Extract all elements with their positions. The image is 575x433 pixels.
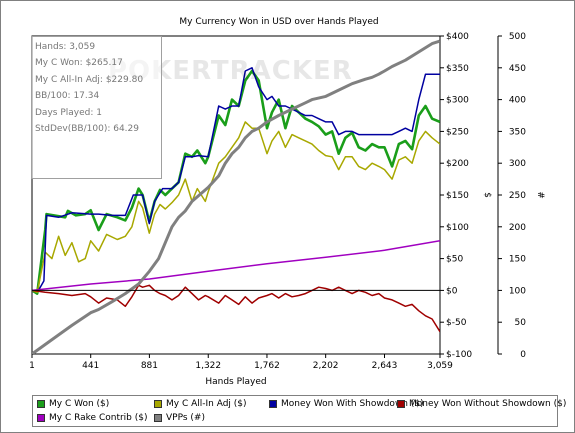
legend-item-money-won-with-showdown[interactable]: Money Won With Showdown ($) <box>269 399 424 409</box>
legend-label: My C Won ($) <box>49 399 110 409</box>
series-layer <box>32 39 440 354</box>
y-axis-count: 0 50 100 150 200 250 300 350 400 450 500 <box>497 32 527 360</box>
legend-label: VPPs (#) <box>166 413 205 423</box>
y-count-tick-label: 100 <box>509 286 526 296</box>
y-dollar-tick-label: $350 <box>446 64 469 74</box>
y-axis-dollar: $-100 $-50 $0 $50 $100 $150 $200 $250 $300 $350 $4… <box>440 32 472 360</box>
legend-item-my-c-rake-contrib[interactable]: My C Rake Contrib ($) <box>37 413 148 423</box>
legend-item-vpps[interactable]: VPPs (#) <box>154 413 205 423</box>
stat-won: My C Won: $265.17 <box>35 58 123 69</box>
stat-stddev: StdDev(BB/100): 64.29 <box>35 124 139 135</box>
x-tick-label: 1,322 <box>195 361 221 371</box>
series-line-4 <box>32 240 440 292</box>
y-dollar-tick-label: $-50 <box>446 318 467 328</box>
y-count-tick-label: 350 <box>509 127 526 137</box>
x-tick-label: 3,059 <box>427 361 453 371</box>
y-dollar-tick-label: $150 <box>446 191 469 201</box>
legend-item-my-c-won[interactable]: My C Won ($) <box>37 399 109 409</box>
x-axis-label: Hands Played <box>205 377 266 387</box>
y-count-tick-label: 250 <box>509 191 526 201</box>
legend-item-my-c-allin-adj[interactable]: My C All-In Adj ($) <box>154 399 247 409</box>
x-tick-label: 2,643 <box>372 361 398 371</box>
legend-swatch <box>397 400 405 408</box>
legend-swatch <box>269 400 277 408</box>
y-axis-label-count: # <box>535 191 545 199</box>
y-dollar-tick-label: $0 <box>446 286 458 296</box>
legend-swatch <box>154 400 162 408</box>
legend-swatch <box>154 414 162 422</box>
y-dollar-tick-label: $-100 <box>446 350 472 360</box>
y-count-tick-label: 400 <box>509 96 526 106</box>
series-line-5 <box>32 39 440 354</box>
stat-allin-adj: My C All-In Adj: $229.80 <box>35 74 144 85</box>
x-axis: 1 441 881 1,322 1,762 2,202 2,643 3,059 <box>29 354 453 371</box>
stat-hands: Hands: 3,059 <box>35 42 96 52</box>
y-count-tick-label: 300 <box>509 159 526 169</box>
legend-label: Money Won Without Showdown ($) <box>409 399 567 409</box>
y-count-tick-label: 200 <box>509 223 526 233</box>
chart-legend: My C Won ($) My C All-In Adj ($) Money W… <box>32 395 566 427</box>
stats-panel: Hands: 3,059 My C Won: $265.17 My C All-… <box>31 36 162 179</box>
y-dollar-tick-label: $400 <box>446 32 469 42</box>
series-line-2 <box>32 67 440 292</box>
y-dollar-tick-label: $100 <box>446 223 469 233</box>
x-tick-label: 2,202 <box>313 361 339 371</box>
stat-days-played: Days Played: 1 <box>35 107 102 118</box>
stat-bb100: BB/100: 17.34 <box>35 91 100 102</box>
y-count-tick-label: 450 <box>509 64 526 74</box>
y-count-tick-label: 0 <box>520 350 526 360</box>
x-tick-label: 441 <box>82 361 99 371</box>
legend-item-money-won-without-showdown[interactable]: Money Won Without Showdown ($) <box>397 399 566 409</box>
y-count-tick-label: 500 <box>509 32 526 42</box>
y-axis-label-dollar: $ <box>482 192 492 198</box>
x-tick-label: 1 <box>29 361 35 371</box>
y-count-tick-label: 150 <box>509 255 526 265</box>
y-dollar-tick-label: $250 <box>446 127 469 137</box>
legend-label: My C All-In Adj ($) <box>166 399 247 409</box>
y-dollar-tick-label: $200 <box>446 159 469 169</box>
y-dollar-tick-label: $50 <box>446 255 463 265</box>
legend-swatch <box>37 400 45 408</box>
series-line-1 <box>32 121 440 294</box>
legend-label: Money Won With Showdown ($) <box>281 399 424 409</box>
legend-label: My C Rake Contrib ($) <box>49 413 148 423</box>
y-count-tick-label: 50 <box>515 318 527 328</box>
x-tick-label: 1,762 <box>254 361 280 371</box>
legend-swatch <box>37 414 45 422</box>
series-line-3 <box>32 284 440 333</box>
y-dollar-tick-label: $300 <box>446 96 469 106</box>
chart-title: My Currency Won in USD over Hands Played <box>179 17 378 27</box>
x-tick-label: 881 <box>141 361 158 371</box>
